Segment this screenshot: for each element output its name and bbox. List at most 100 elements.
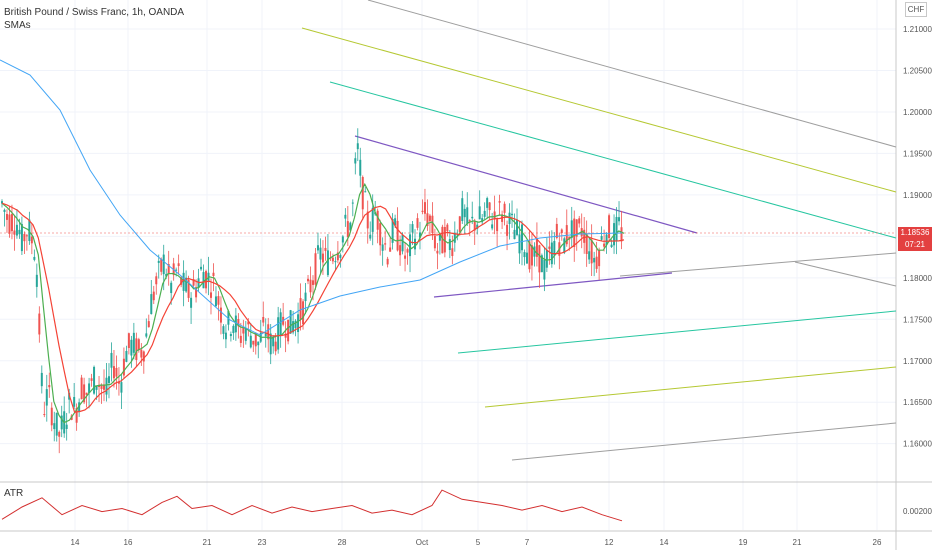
candle-body — [284, 333, 287, 338]
candle-body — [297, 314, 300, 333]
candle-body — [364, 191, 367, 193]
x-tick-label: Oct — [416, 538, 429, 547]
candle-body — [441, 226, 444, 254]
candle-body — [603, 243, 606, 247]
x-tick-label: 5 — [476, 538, 481, 547]
candle-body — [132, 332, 135, 353]
candle-body — [615, 216, 618, 242]
candle-body — [272, 336, 275, 347]
candle-body — [209, 292, 212, 298]
candle-body — [247, 321, 250, 325]
candle-body — [73, 396, 76, 407]
candle-body — [426, 213, 429, 226]
candle-body — [48, 385, 51, 388]
candle-body — [264, 333, 267, 337]
candle-body — [518, 234, 521, 254]
candle-body — [525, 252, 528, 264]
candle-body — [200, 266, 203, 270]
candle-body — [468, 220, 471, 222]
candle-body — [319, 247, 322, 260]
candle-body — [55, 412, 58, 436]
candle-body — [336, 252, 339, 261]
candle-body — [516, 219, 519, 235]
candle-body — [496, 219, 499, 232]
legend-indicator[interactable]: SMAs — [4, 20, 31, 31]
candle-body — [600, 236, 603, 240]
candle-body — [224, 332, 227, 340]
candle-body — [140, 349, 143, 358]
candle-body — [488, 202, 491, 211]
candle-body — [105, 377, 108, 395]
candle-body — [391, 219, 394, 243]
candle-body — [406, 249, 409, 253]
candle-body — [294, 320, 297, 329]
candle-body — [237, 319, 240, 327]
candle-body — [443, 227, 446, 253]
candle-body — [433, 236, 436, 249]
candle-body — [115, 367, 118, 377]
candle-body — [110, 352, 113, 368]
candle-body — [292, 321, 295, 333]
candle-body — [18, 229, 21, 235]
triangle-lower-line — [433, 272, 673, 298]
candle-body — [312, 280, 314, 285]
candle-body — [535, 238, 538, 257]
candle-body — [214, 296, 217, 307]
candle-body — [543, 259, 546, 280]
candle-body — [307, 278, 310, 282]
triangle-upper-line — [354, 135, 698, 234]
candle-body — [43, 414, 46, 416]
currency-tag[interactable]: CHF — [905, 2, 927, 17]
candle-body — [20, 224, 23, 252]
candle-body — [254, 332, 257, 347]
atr-label[interactable]: ATR — [4, 488, 24, 499]
candle-body — [563, 238, 566, 254]
last-price-badge: 1.18536 — [898, 227, 932, 239]
candle-body — [453, 232, 456, 243]
x-tick-label: 23 — [258, 538, 267, 547]
candle-body — [262, 316, 265, 323]
candle-body — [575, 219, 578, 237]
candle-body — [590, 239, 593, 264]
candle-body — [493, 211, 496, 220]
y-tick-label: 1.20500 — [903, 66, 932, 75]
y-tick-label: 1.19000 — [903, 191, 932, 200]
candle-body — [423, 202, 426, 214]
candle-body — [503, 203, 506, 213]
candle-body — [299, 298, 302, 320]
x-tick-label: 7 — [525, 538, 530, 547]
candle-body — [610, 244, 613, 248]
candle-body — [511, 213, 514, 216]
candle-body — [30, 236, 33, 244]
candle-body — [112, 366, 115, 379]
candle-body — [229, 334, 232, 337]
candle-body — [289, 310, 292, 334]
candle-body — [583, 229, 586, 243]
candle-body — [523, 252, 526, 258]
candle-body — [545, 250, 548, 268]
candle-body — [359, 159, 362, 176]
candle-body — [404, 255, 407, 259]
candle-body — [366, 211, 369, 229]
candle-body — [95, 385, 98, 390]
candle-body — [219, 307, 222, 323]
upper-green-trendline — [329, 81, 897, 239]
sma-mid-line — [1, 202, 625, 413]
candle-body — [35, 274, 38, 287]
candle-body — [274, 341, 277, 352]
atr-line — [1, 489, 623, 522]
candle-body — [242, 327, 245, 334]
candle-body — [58, 431, 61, 437]
candle-body — [476, 224, 479, 229]
candle-body — [244, 327, 247, 341]
candle-body — [341, 236, 344, 243]
candle-body — [351, 202, 354, 204]
candle-body — [513, 229, 516, 240]
candle-body — [25, 235, 28, 237]
candle-body — [150, 294, 153, 315]
candle-body — [185, 277, 188, 292]
candle-body — [379, 223, 382, 246]
candle-body — [448, 239, 451, 251]
candle-body — [344, 214, 347, 219]
